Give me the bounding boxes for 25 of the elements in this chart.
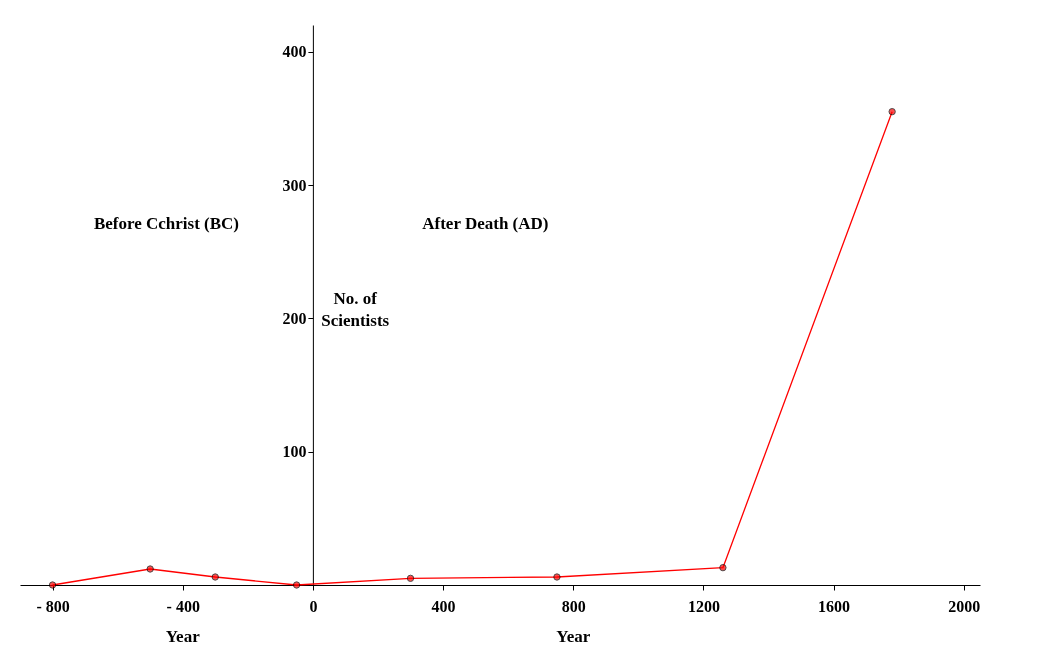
text: Year bbox=[165, 627, 201, 646]
point bbox=[48, 581, 57, 589]
x-tick-label: 0 bbox=[309, 597, 318, 615]
y-tick-label: 100 bbox=[282, 443, 307, 461]
y-tick-label: 200 bbox=[282, 309, 307, 327]
point bbox=[292, 581, 301, 589]
annotation: After Death (AD) bbox=[422, 213, 549, 233]
x-axis-title: Year bbox=[556, 627, 591, 646]
x-tick-label: 800 bbox=[561, 597, 586, 615]
x-tick-label: - 800 bbox=[36, 597, 70, 615]
x-tick-label: 1600 bbox=[818, 597, 851, 615]
x-tick-label: 400 bbox=[431, 597, 456, 615]
x-tick-label: - 400 bbox=[166, 597, 200, 615]
point bbox=[888, 108, 896, 116]
x-tick-label: 2000 bbox=[948, 597, 981, 615]
point bbox=[406, 574, 415, 582]
point bbox=[146, 565, 154, 573]
annotation: Before Cchrist (BC) bbox=[93, 213, 239, 233]
point bbox=[719, 564, 727, 572]
x-tick-label: 1200 bbox=[687, 597, 720, 615]
y-axis-title: No. of Scientists bbox=[321, 289, 390, 331]
y-tick-label: 300 bbox=[282, 176, 307, 194]
y-tick-label: 400 bbox=[282, 43, 307, 61]
point bbox=[553, 573, 561, 581]
point bbox=[211, 573, 219, 581]
